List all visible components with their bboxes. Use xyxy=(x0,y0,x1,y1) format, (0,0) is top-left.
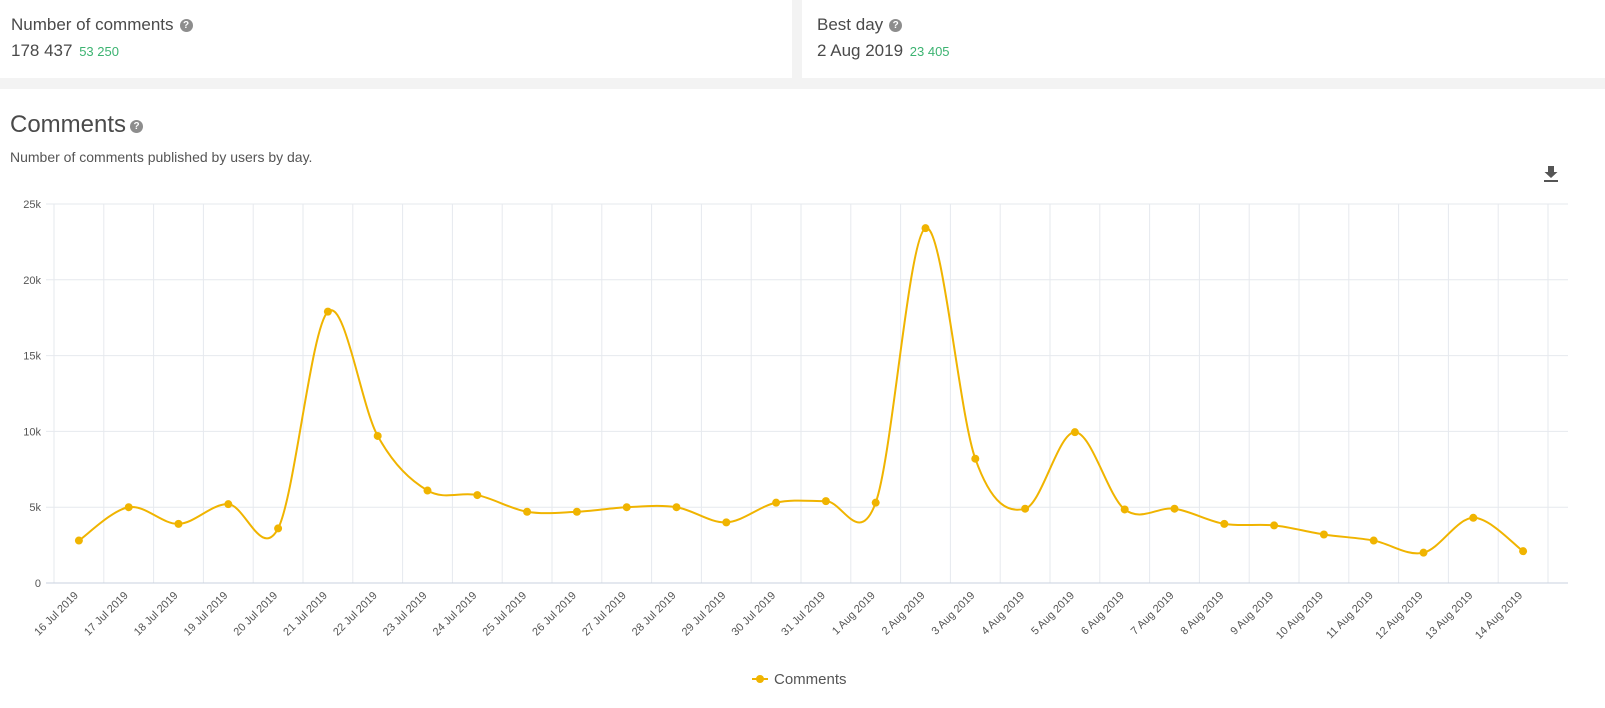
help-icon[interactable]: ? xyxy=(179,19,193,32)
x-tick-label: 17 Jul 2019 xyxy=(82,590,131,639)
data-point xyxy=(921,224,930,233)
x-tick-label: 30 Jul 2019 xyxy=(730,590,779,639)
data-point xyxy=(1021,504,1030,513)
data-point xyxy=(423,486,432,495)
comments-summary-card: Number of comments? 178 437 53 250 xyxy=(0,0,792,78)
x-tick-label: 12 Aug 2019 xyxy=(1373,590,1425,642)
y-tick-label: 5k xyxy=(29,502,41,514)
data-point xyxy=(1369,536,1378,545)
y-tick-label: 20k xyxy=(23,275,41,287)
x-tick-label: 20 Jul 2019 xyxy=(232,590,281,639)
data-point xyxy=(1070,428,1079,437)
x-tick-label: 26 Jul 2019 xyxy=(530,590,579,639)
data-point xyxy=(523,507,532,516)
data-point xyxy=(672,503,681,512)
data-point xyxy=(373,431,382,440)
x-tick-label: 19 Jul 2019 xyxy=(182,590,231,639)
comments-total: 178 437 xyxy=(11,41,73,60)
data-point xyxy=(1519,547,1528,556)
x-tick-label: 22 Jul 2019 xyxy=(331,590,380,639)
x-tick-label: 18 Jul 2019 xyxy=(132,590,181,639)
data-point xyxy=(1270,521,1279,530)
data-point xyxy=(1120,505,1129,514)
x-tick-label: 13 Aug 2019 xyxy=(1423,590,1475,642)
chart-subtitle: Number of comments published by users by… xyxy=(10,149,313,165)
best-day-delta: 23 405 xyxy=(909,44,950,59)
x-tick-label: 14 Aug 2019 xyxy=(1473,590,1525,642)
x-tick-label: 7 Aug 2019 xyxy=(1129,590,1177,638)
data-point xyxy=(323,307,332,316)
data-point xyxy=(174,519,183,528)
x-tick-label: 11 Aug 2019 xyxy=(1324,590,1376,642)
data-point xyxy=(1170,504,1179,513)
data-point xyxy=(1220,519,1229,528)
x-tick-label: 4 Aug 2019 xyxy=(979,590,1027,638)
data-point xyxy=(224,500,233,509)
x-tick-label: 8 Aug 2019 xyxy=(1179,590,1227,638)
legend-marker xyxy=(756,675,764,683)
legend-label: Comments xyxy=(774,671,847,688)
data-point xyxy=(871,498,880,507)
page-title: Comments? xyxy=(10,111,144,139)
data-point xyxy=(473,491,482,500)
best-day-date: 2 Aug 2019 xyxy=(817,41,904,60)
x-tick-label: 16 Jul 2019 xyxy=(32,590,81,639)
y-tick-label: 10k xyxy=(23,426,41,438)
x-tick-label: 3 Aug 2019 xyxy=(930,590,978,638)
x-tick-label: 5 Aug 2019 xyxy=(1029,590,1077,638)
x-tick-label: 1 Aug 2019 xyxy=(830,590,878,638)
best-day-card: Best day? 2 Aug 2019 23 405 xyxy=(802,0,1605,78)
x-tick-label: 29 Jul 2019 xyxy=(680,590,729,639)
data-point xyxy=(772,498,781,507)
best-day-title: Best day? xyxy=(817,15,903,35)
data-point xyxy=(1469,513,1478,522)
data-point xyxy=(821,497,830,506)
x-tick-label: 10 Aug 2019 xyxy=(1274,590,1326,642)
x-tick-label: 28 Jul 2019 xyxy=(630,590,679,639)
x-tick-label: 2 Aug 2019 xyxy=(880,590,928,638)
comments-chart-panel: Comments? Number of comments published b… xyxy=(0,89,1605,708)
data-point xyxy=(74,536,83,545)
download-icon[interactable] xyxy=(1543,165,1559,183)
x-tick-label: 23 Jul 2019 xyxy=(381,590,430,639)
x-tick-label: 27 Jul 2019 xyxy=(580,590,629,639)
data-point xyxy=(722,518,731,527)
y-tick-label: 15k xyxy=(23,351,41,363)
comments-line-chart: 0 5k 10k 15k 20k 25k 16 Jul 2019 17 Jul 2019 18 … xyxy=(23,199,1568,688)
best-day-value: 2 Aug 2019 23 405 xyxy=(817,41,950,61)
data-point xyxy=(274,524,283,533)
series-line-comments xyxy=(78,227,1524,555)
x-tick-label: 24 Jul 2019 xyxy=(431,590,480,639)
y-tick-label: 25k xyxy=(23,199,41,211)
comments-delta: 53 250 xyxy=(79,44,119,59)
x-tick-label: 9 Aug 2019 xyxy=(1228,590,1276,638)
data-point xyxy=(572,507,581,516)
data-point xyxy=(971,454,980,463)
comments-summary-value: 178 437 53 250 xyxy=(11,41,119,61)
data-point xyxy=(124,503,133,512)
y-tick-label: 0 xyxy=(35,578,41,590)
help-icon[interactable]: ? xyxy=(889,19,903,32)
data-point xyxy=(1419,548,1428,557)
comments-summary-title: Number of comments? xyxy=(11,15,193,35)
x-tick-label: 25 Jul 2019 xyxy=(481,590,530,639)
data-point xyxy=(622,503,631,512)
help-icon[interactable]: ? xyxy=(130,120,144,133)
x-tick-label: 6 Aug 2019 xyxy=(1079,590,1127,638)
data-point xyxy=(1319,530,1328,539)
x-tick-label: 21 Jul 2019 xyxy=(281,590,330,639)
x-tick-label: 31 Jul 2019 xyxy=(779,590,828,639)
